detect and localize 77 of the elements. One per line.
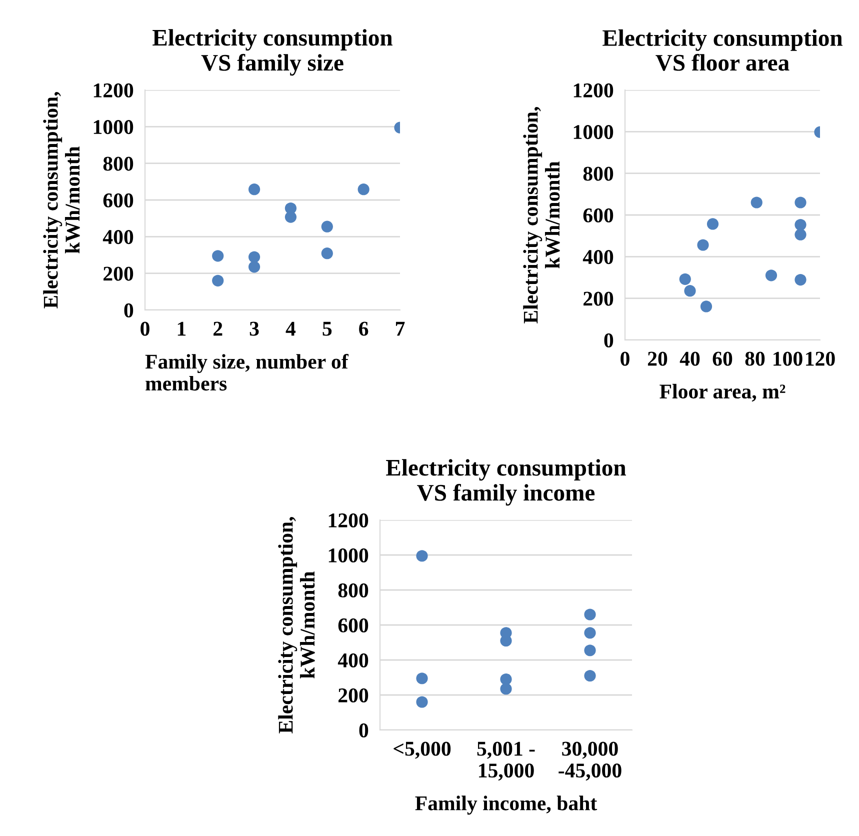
y-tick-label: 1000 (328, 548, 368, 562)
y-tick-label: 400 (338, 653, 368, 668)
y-tick-label: 800 (103, 156, 134, 171)
y-axis-title: Electricity consumption, kWh/month (43, 92, 80, 308)
x-tick-label: 6 (359, 322, 368, 336)
x-tick-label: 3 (250, 322, 259, 336)
point (500, 683, 512, 695)
y-tick-label: 1200 (94, 83, 134, 98)
point (697, 239, 709, 251)
x-tick-label: 80 (745, 352, 765, 366)
y-tick-label: 400 (582, 250, 614, 264)
x-tick-label: 30,000 -45,000 (558, 742, 622, 781)
point (584, 670, 596, 682)
point (500, 673, 512, 686)
y-tick-label: 600 (103, 193, 134, 208)
point (358, 184, 370, 196)
x-axis-title: Floor area, m² (660, 384, 786, 402)
x-tick-label: 2 (214, 322, 222, 336)
point (416, 550, 428, 562)
x-axis-title: Family size, number of members (145, 354, 349, 391)
point (212, 250, 224, 262)
x-tick-label: 1 (178, 322, 186, 336)
chart-title: Electricity consumption VS family size (152, 29, 392, 76)
point (284, 211, 297, 223)
y-tick-label: 1000 (574, 125, 614, 140)
y-axis-title: Electricity consumption, kWh/month (278, 517, 315, 734)
x-tick-label: 100 (774, 352, 802, 366)
y-tick-label: 200 (104, 266, 134, 281)
point (416, 672, 428, 684)
chart-title: Electricity consumption VS family income (386, 459, 626, 506)
y-tick-label: 800 (583, 166, 614, 181)
point (750, 196, 762, 208)
point (321, 220, 333, 232)
point (212, 274, 224, 286)
y-tick-label: 800 (338, 583, 368, 598)
y-tick-label: 200 (338, 688, 368, 702)
y-tick-label: 0 (124, 303, 134, 318)
y-tick-label: 600 (338, 618, 368, 632)
point (584, 627, 596, 639)
x-tick-label: 60 (712, 352, 732, 366)
y-axis-title: Electricity consumption, kWh/month (523, 107, 560, 324)
point (416, 696, 428, 708)
y-tick-label: 400 (102, 230, 134, 244)
y-tick-label: 0 (359, 723, 368, 738)
point (584, 644, 596, 656)
y-tick-label: 1200 (328, 513, 368, 528)
point (679, 273, 691, 285)
point (584, 608, 596, 620)
x-tick-label: 5,001 - 15,000 (477, 742, 535, 781)
point (794, 218, 806, 231)
point (794, 196, 806, 208)
chart-title: Electricity consumption VS floor area (602, 29, 842, 71)
point (248, 184, 260, 196)
point (684, 285, 696, 297)
point (794, 228, 806, 240)
point (248, 261, 260, 273)
x-tick-label: 7 (396, 322, 405, 336)
x-tick-label: 40 (680, 352, 700, 366)
y-tick-label: 600 (583, 208, 614, 222)
y-tick-label: 0 (604, 333, 614, 348)
x-tick-label: 120 (806, 352, 835, 366)
x-tick-label: 5 (322, 322, 332, 336)
x-tick-label: 0 (140, 322, 150, 336)
y-tick-label: 1000 (94, 120, 134, 134)
y-tick-label: 1200 (574, 83, 614, 98)
point (765, 270, 778, 282)
point (321, 248, 333, 260)
y-tick-label: 200 (584, 292, 614, 306)
point (706, 218, 719, 230)
x-axis-title: Family income, baht (415, 796, 598, 815)
point (794, 274, 806, 286)
point (700, 300, 712, 312)
x-tick-label: <5,000 (394, 742, 451, 759)
x-tick-label: 0 (620, 352, 630, 366)
point (248, 251, 260, 263)
x-tick-label: 20 (648, 352, 668, 366)
x-tick-label: 4 (286, 322, 296, 336)
